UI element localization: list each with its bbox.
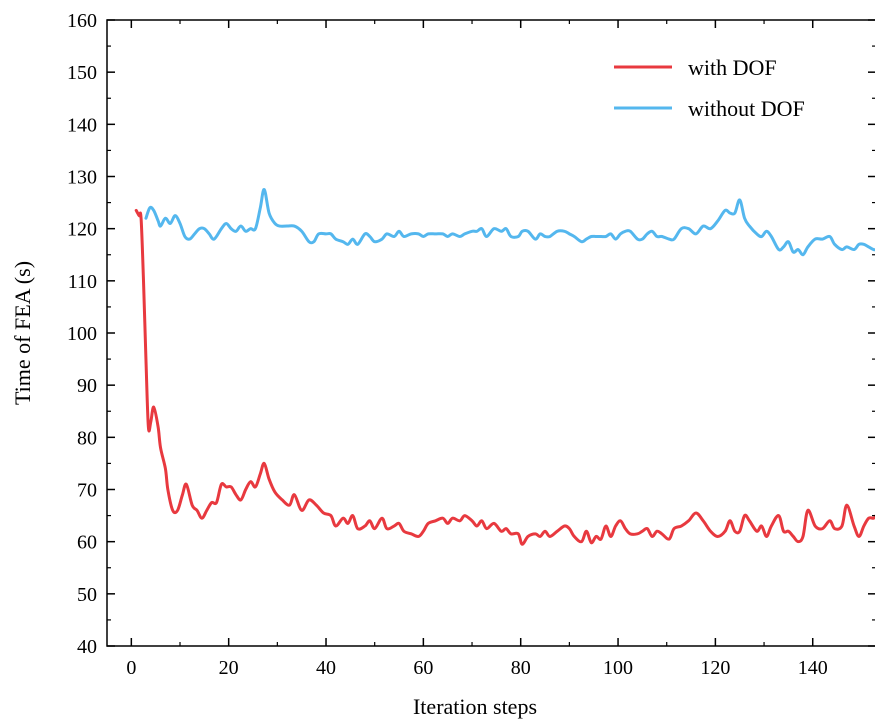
- y-tick-label: 50: [77, 584, 97, 606]
- y-tick-label: 40: [77, 636, 97, 658]
- legend: with DOF without DOF: [614, 55, 805, 121]
- series-line-with-dof: [134, 208, 875, 546]
- y-tick-label: 90: [77, 375, 97, 397]
- legend-label-with-dof: with DOF: [688, 55, 777, 80]
- y-tick-label: 130: [67, 167, 97, 189]
- y-tick-label: 120: [67, 219, 97, 241]
- x-axis-title: Iteration steps: [413, 694, 537, 719]
- y-tick-label: 100: [67, 323, 97, 345]
- x-tick-label: 140: [798, 657, 828, 679]
- y-tick-label: 150: [67, 62, 97, 84]
- x-tick-label: 40: [316, 657, 336, 679]
- y-tick-label: 160: [67, 10, 97, 32]
- y-tick-label: 70: [77, 480, 97, 502]
- axis-ticks: 0 20 40 60 80 100 120 140 40 50 60 70 80 90 100 110 120 1…: [67, 10, 875, 679]
- series-layer: [134, 188, 875, 546]
- y-tick-label: 80: [77, 427, 97, 449]
- y-tick-label: 60: [77, 532, 97, 554]
- x-tick-label: 100: [603, 657, 633, 679]
- series-line-without-dof: [144, 188, 875, 257]
- x-tick-label: 0: [126, 657, 136, 679]
- x-tick-label: 80: [511, 657, 531, 679]
- x-tick-label: 60: [413, 657, 433, 679]
- y-axis-title: Time of FEA (s): [10, 261, 35, 405]
- y-tick-label: 110: [68, 271, 97, 293]
- y-tick-label: 140: [67, 114, 97, 136]
- x-tick-label: 20: [219, 657, 239, 679]
- x-tick-label: 120: [700, 657, 730, 679]
- legend-label-without-dof: without DOF: [688, 96, 805, 121]
